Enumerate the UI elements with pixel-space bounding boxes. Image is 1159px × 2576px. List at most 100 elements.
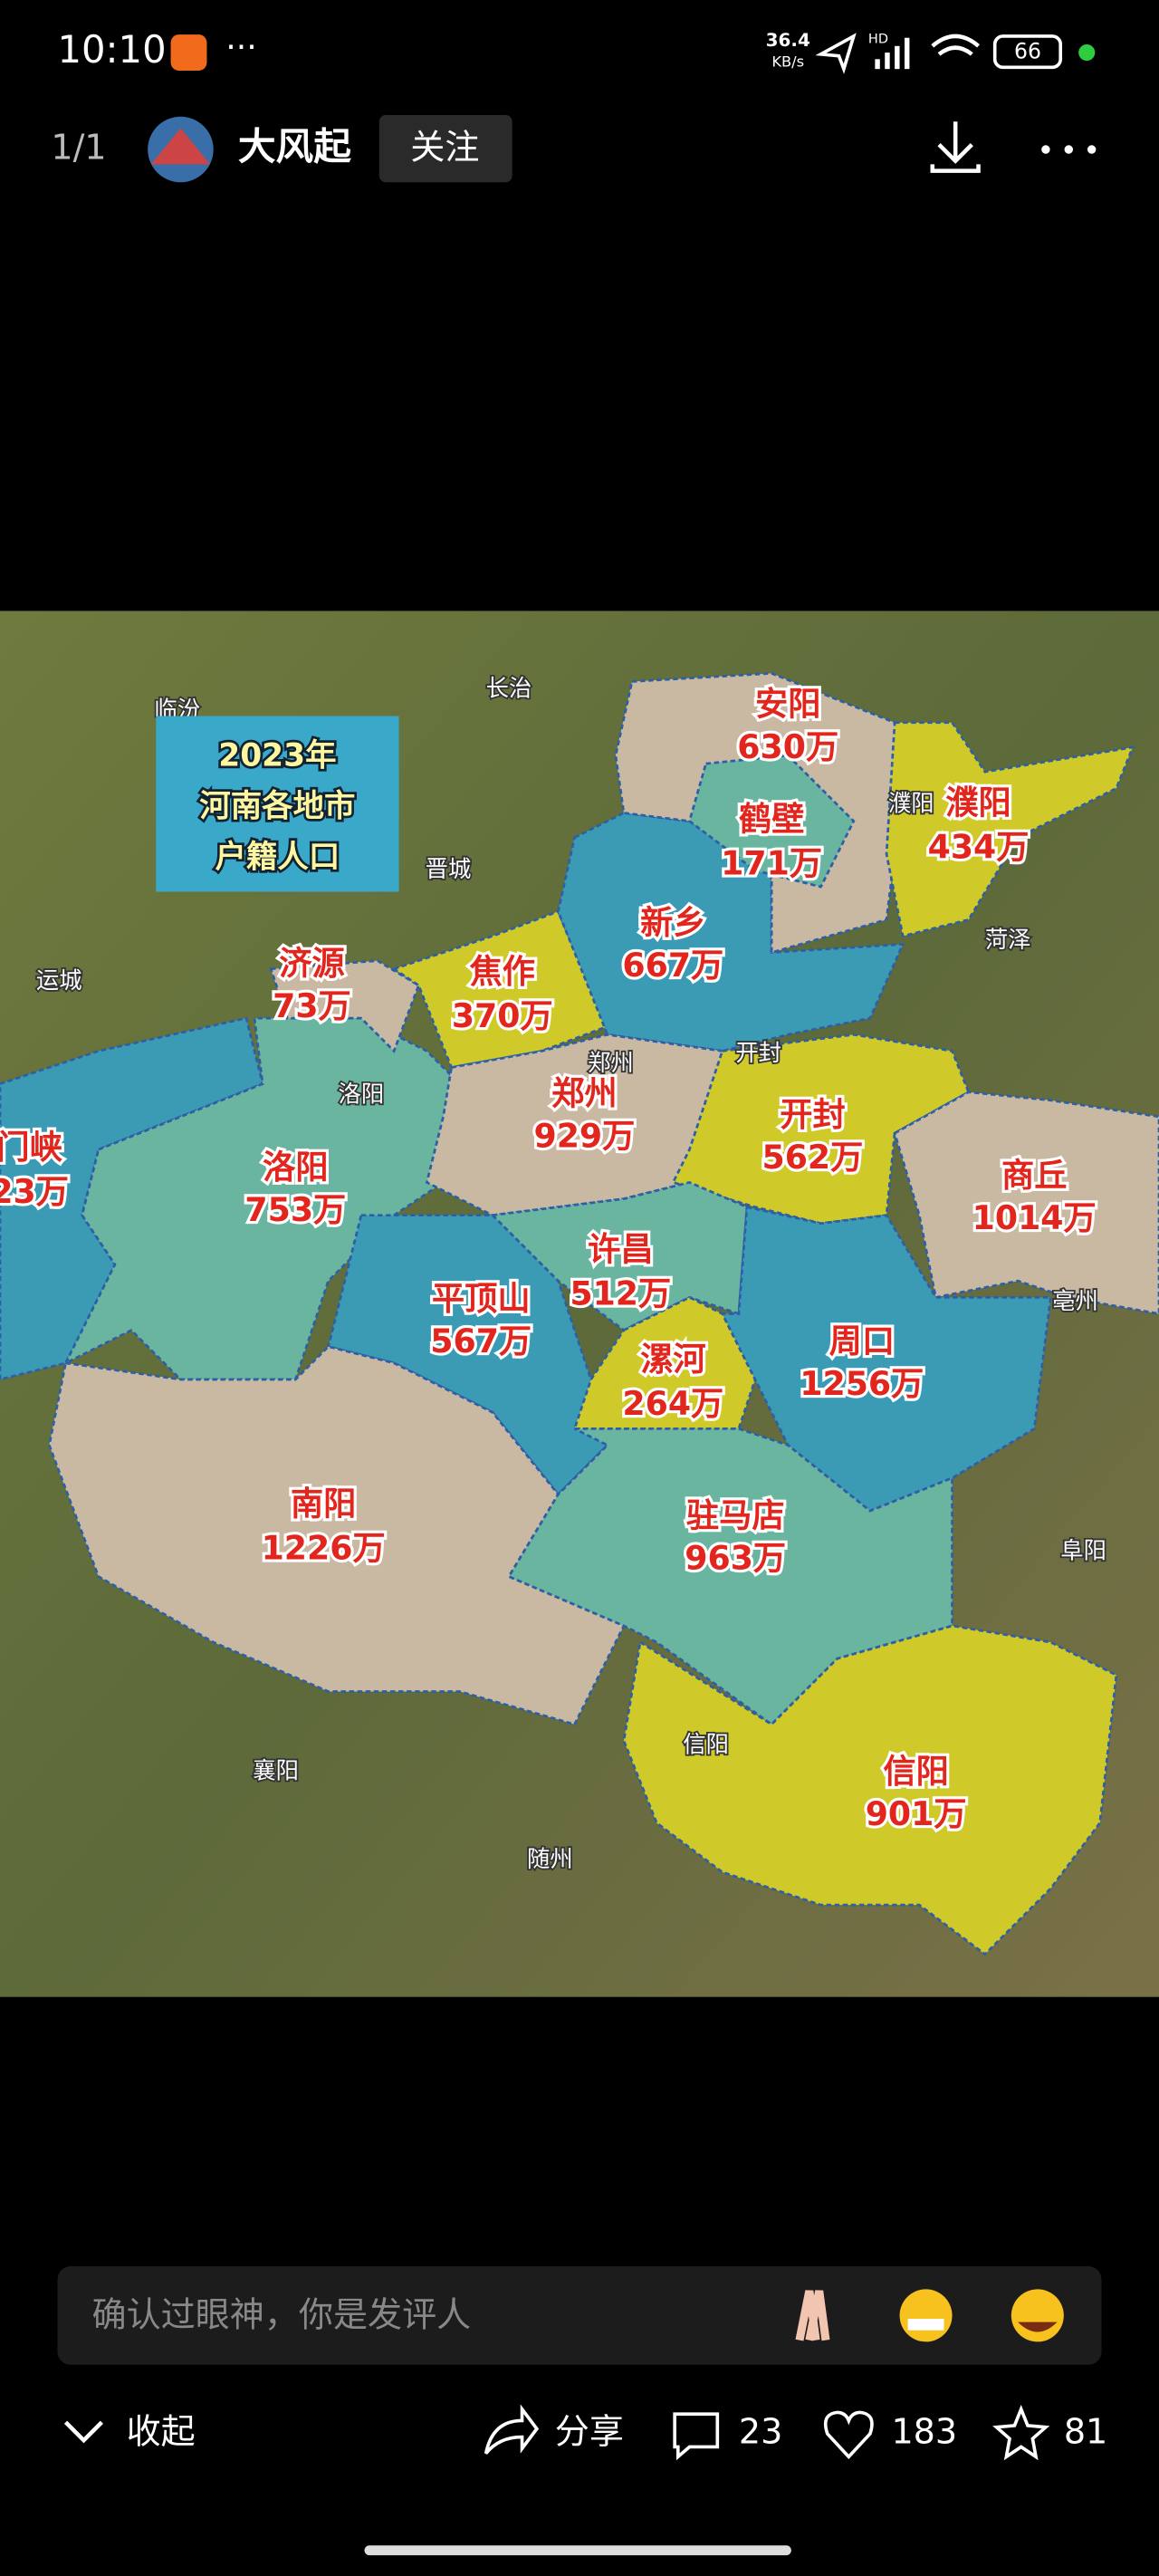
status-dot [1078,43,1096,62]
download-button[interactable] [930,121,981,173]
place-label: 随州 [527,1845,573,1872]
region-name: 驻马店 [686,1495,785,1534]
battery-level: 66 [1014,39,1041,64]
emoji-grin[interactable] [899,2289,953,2342]
region-population: 562万 [761,1138,863,1177]
place-label: 洛阳 [338,1080,384,1107]
region [687,754,856,889]
place-label: 濮阳 [888,789,934,816]
region [622,1624,1118,1956]
region-population: 667万 [622,946,723,985]
region [269,959,420,1053]
status-network: HD [868,33,888,47]
region-name: 开封 [780,1095,846,1134]
battery-icon [992,34,1063,70]
region [720,1205,1052,1513]
emoji-teeth [907,2319,944,2331]
emoji-pray[interactable] [795,2290,830,2341]
place-label: 阜阳 [1060,1536,1106,1563]
region-population: 963万 [685,1538,786,1577]
region-population: 753万 [244,1190,346,1229]
status-speed: 36.4 [766,29,810,51]
follow-button[interactable] [378,114,512,183]
app-icon [170,34,207,72]
more-button[interactable] [1041,145,1097,154]
share-icon[interactable] [484,2404,540,2455]
region-population: 1226万 [262,1529,386,1568]
wifi-icon [931,34,981,56]
place-label: 襄阳 [253,1756,299,1783]
region-population: 1014万 [972,1198,1097,1237]
status-speed-unit: KB/s [771,53,804,70]
collapse-icon[interactable] [63,2420,104,2444]
region-population: 512万 [570,1274,671,1313]
region-name: 门峡 [0,1128,63,1167]
place-label: 运城 [36,966,82,994]
region-population: 929万 [533,1116,635,1155]
place-label: 郑州 [588,1049,634,1076]
region [557,812,905,1053]
region-population: 171万 [721,844,822,883]
region-population: 23万 [0,1172,69,1211]
map-title: 2023年 [218,737,336,774]
map-image: 临汾长治晋城运城菏泽郑州开封洛阳亳州阜阳信阳襄阳随州濮阳门峡23万洛阳753万济… [0,610,1159,1997]
region [391,909,609,1070]
place-label: 菏泽 [985,926,1031,953]
region-population: 370万 [452,996,553,1035]
region-population: 630万 [737,727,838,766]
like-icon[interactable] [823,2410,874,2459]
region-name: 周口 [829,1322,896,1360]
comment-input[interactable] [57,2266,1102,2365]
region-name: 郑州 [551,1073,618,1112]
place-label: 晋城 [426,855,472,882]
region-population: 73万 [273,986,351,1025]
comment-placeholder: 确认过眼神，你是发评人 [92,2295,472,2335]
place-label: 开封 [735,1039,781,1066]
comment-count: 23 [739,2411,782,2451]
avatar-image [150,128,211,165]
status-more: ··· [225,27,257,66]
emoji-laugh[interactable] [1011,2289,1064,2342]
place-label: 亳州 [1052,1287,1098,1314]
place-label: 信阳 [683,1730,729,1757]
collapse-label[interactable]: 收起 [127,2411,196,2451]
region-population: 264万 [622,1384,723,1423]
region [893,1091,1159,1315]
region-name: 平顶山 [432,1279,531,1318]
region-name: 焦作 [470,952,536,991]
map-title: 户籍人口 [216,840,340,876]
region-name: 濮阳 [945,783,1011,822]
comment-icon[interactable] [673,2412,720,2461]
region [0,1016,264,1381]
follow-label: 关注 [410,128,479,168]
region [572,1295,757,1430]
emoji-mouth [1018,2321,1058,2332]
share-label[interactable]: 分享 [555,2411,624,2451]
region-name: 安阳 [755,685,821,724]
location-icon [815,33,857,74]
region-population: 434万 [928,827,1030,866]
region [885,721,1135,938]
region-name: 漯河 [640,1340,706,1379]
star-icon[interactable] [992,2404,1050,2461]
like-count: 183 [891,2411,957,2451]
region-name: 许昌 [588,1230,654,1269]
region-name: 鹤壁 [739,800,805,839]
region-population: 901万 [866,1794,967,1833]
region-name: 济源 [279,944,345,983]
region-name: 信阳 [883,1752,949,1791]
region-name: 洛阳 [263,1148,329,1187]
user-name[interactable]: 大风起 [238,124,351,168]
title-box [156,716,399,892]
home-indicator [364,2545,791,2556]
signal-icon [875,37,910,70]
region-name: 商丘 [1001,1156,1068,1195]
status-time: 10:10 [57,27,166,72]
region-population: 1256万 [800,1364,924,1403]
page-indicator: 1/1 [51,128,106,168]
map-title: 河南各地市 [199,789,355,825]
place-label: 长治 [486,675,532,702]
region-population: 567万 [430,1322,532,1360]
